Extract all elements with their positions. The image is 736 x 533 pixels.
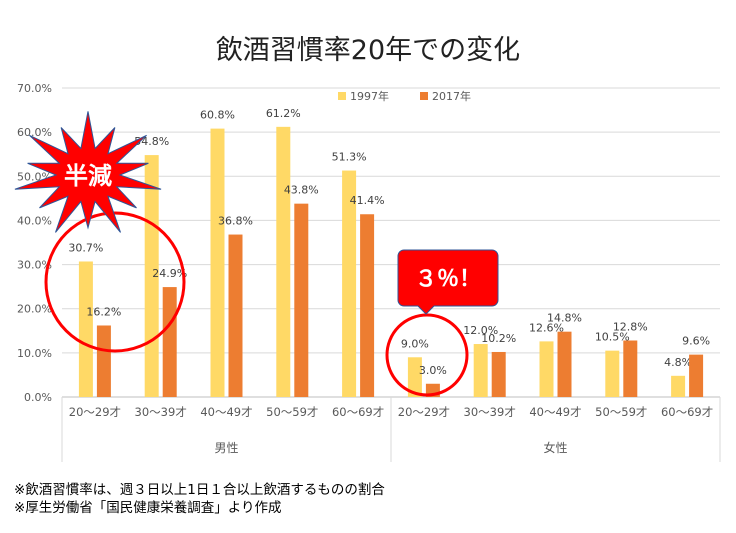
bar-1997年 [276,126,291,398]
legend-swatch [420,92,428,100]
data-label: 61.2% [266,107,301,120]
x-tick-label: 60〜69才 [332,405,384,419]
bar-2017年 [491,351,506,397]
data-label: 10.5% [595,331,630,344]
callout-label: ３％！ [415,267,481,292]
bar-1997年 [342,170,357,397]
bar-2017年 [689,354,704,397]
data-label: 36.8% [218,215,253,228]
x-tick-label: 50〜59才 [266,405,318,419]
legend-label: 1997年 [350,89,389,103]
bar-1997年 [407,357,422,397]
bar-1997年 [605,350,620,397]
x-tick-label: 30〜39才 [464,405,516,419]
x-tick-label: 40〜49才 [529,405,581,419]
data-label: 9.6% [682,335,710,348]
data-label: 30.7% [68,241,103,254]
note-source: ※厚生労働省「国民健康栄養調査」より作成 [14,500,282,516]
data-label: 12.6% [529,321,564,334]
x-tick-label: 30〜39才 [135,405,187,419]
bar-1997年 [78,261,93,397]
bar-2017年 [294,203,309,397]
x-tick-label: 40〜49才 [200,405,252,419]
data-label: 4.8% [664,356,692,369]
highlight-circle [385,313,469,397]
y-tick-label: 0.0% [24,391,52,404]
y-tick-label: 60.0% [17,126,52,139]
data-label: 12.8% [613,320,648,333]
bar-2017年 [96,325,111,397]
callout-shape [397,249,499,315]
y-tick-label: 70.0% [17,82,52,95]
bar-2017年 [228,234,243,397]
data-label: 24.9% [152,267,187,280]
bar-2017年 [557,331,572,397]
legend-label: 2017年 [432,89,471,103]
highlight-circle [44,211,186,353]
data-label: 41.4% [350,194,385,207]
data-label: 43.8% [284,184,319,197]
note-definition: ※飲酒習慣率は、週３日以上1日１合以上飲酒するものの割合 [14,482,385,498]
x-tick-label: 50〜59才 [595,405,647,419]
burst-label: 半減 [64,162,112,190]
x-tick-label: 60〜69才 [661,405,713,419]
bar-1997年 [671,375,686,397]
burst-shape [14,111,162,233]
chart-title: 飲酒習慣率20年での変化 [215,35,521,66]
y-tick-label: 20.0% [17,303,52,316]
bar-1997年 [539,341,554,397]
y-tick-label: 10.0% [17,347,52,360]
group-label: 男性 [214,441,238,455]
x-tick-label: 20〜29才 [398,405,450,419]
group-label: 女性 [543,440,567,455]
bar-1997年 [473,344,488,397]
data-label: 12.0% [463,324,498,337]
data-label: 16.2% [86,305,121,318]
data-label: 60.8% [200,109,235,122]
data-label: 14.8% [547,312,582,325]
bar-2017年 [360,214,375,397]
data-label: 51.3% [332,151,367,164]
data-label: 3.0% [419,364,447,377]
bar-2017年 [162,287,177,397]
y-tick-label: 40.0% [17,214,52,227]
x-tick-label: 20〜29才 [69,405,121,419]
bar-2017年 [623,340,638,397]
legend-swatch [338,92,346,100]
bar-1997年 [210,128,225,397]
data-label: 10.2% [481,332,516,345]
y-tick-label: 30.0% [17,259,52,272]
data-label: 9.0% [401,337,429,350]
